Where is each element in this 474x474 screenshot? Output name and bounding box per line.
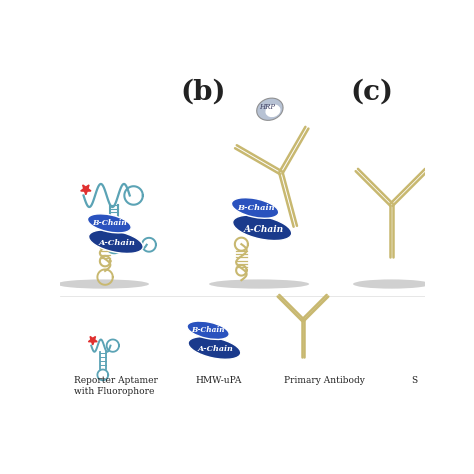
Polygon shape <box>88 337 97 345</box>
Ellipse shape <box>265 104 281 117</box>
Ellipse shape <box>209 279 309 289</box>
Text: B-Chain: B-Chain <box>237 204 275 212</box>
Text: S: S <box>411 376 417 385</box>
Ellipse shape <box>187 321 229 339</box>
Text: A-Chain: A-Chain <box>244 225 284 234</box>
Text: B-Chain: B-Chain <box>92 219 127 228</box>
Text: HRP: HRP <box>259 103 275 111</box>
Ellipse shape <box>89 230 143 254</box>
Polygon shape <box>81 185 91 195</box>
Text: B-Chain: B-Chain <box>191 326 225 334</box>
Text: (b): (b) <box>180 78 226 105</box>
Text: (c): (c) <box>351 78 394 105</box>
Ellipse shape <box>353 279 430 289</box>
Text: Primary Antibody: Primary Antibody <box>284 376 365 385</box>
Text: HMW-uPA: HMW-uPA <box>195 376 242 385</box>
Ellipse shape <box>56 279 149 289</box>
Ellipse shape <box>188 337 241 359</box>
Text: A-Chain: A-Chain <box>198 346 234 354</box>
Ellipse shape <box>88 214 131 233</box>
Text: A-Chain: A-Chain <box>99 239 136 247</box>
Ellipse shape <box>233 215 292 240</box>
Ellipse shape <box>231 198 279 219</box>
Text: Reporter Aptamer
with Fluorophore: Reporter Aptamer with Fluorophore <box>74 376 158 396</box>
Ellipse shape <box>257 98 283 120</box>
